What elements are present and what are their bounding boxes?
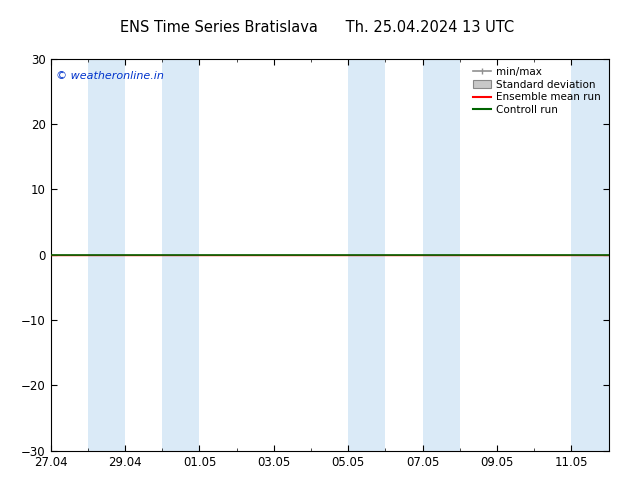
Bar bbox=[88, 59, 125, 451]
Text: ENS Time Series Bratislava      Th. 25.04.2024 13 UTC: ENS Time Series Bratislava Th. 25.04.202… bbox=[120, 20, 514, 35]
Bar bbox=[162, 59, 200, 451]
Legend: min/max, Standard deviation, Ensemble mean run, Controll run: min/max, Standard deviation, Ensemble me… bbox=[470, 64, 604, 118]
Bar bbox=[571, 59, 609, 451]
Bar bbox=[348, 59, 385, 451]
Text: © weatheronline.in: © weatheronline.in bbox=[56, 71, 164, 80]
Bar bbox=[423, 59, 460, 451]
